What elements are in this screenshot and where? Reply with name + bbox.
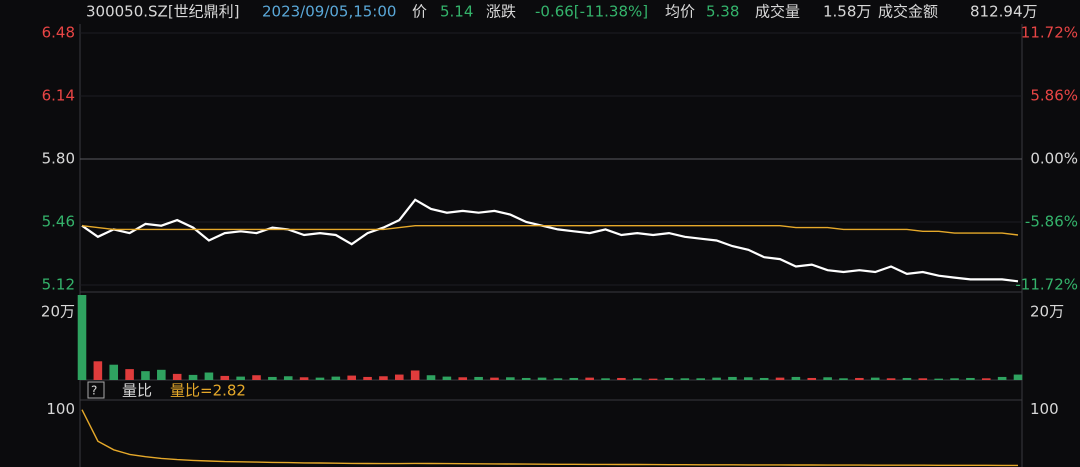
volume-bar [1013,374,1023,380]
datetime: 2023/09/05,15:00 [262,3,396,21]
amount: 812.94万 [970,3,1038,21]
volume-bar [696,378,706,380]
volume-bar [585,377,594,380]
y-tick-label: 100 [46,400,75,418]
volume-bar [394,374,404,380]
volume-bar [553,378,563,380]
legend-value: 量比=2.82 [170,382,246,400]
volume-bar [331,376,341,380]
volume-bar [77,295,87,380]
volume-bar [664,377,674,380]
series-line [81,198,1019,283]
volume-bar [458,377,468,380]
volume-bar [236,376,245,380]
volume-bar [506,377,515,380]
volume-bar [855,377,864,380]
y-tick-label-right: 20万 [1030,303,1064,321]
volume-bar [109,364,119,380]
volume-bar [775,377,785,380]
volume-bar [918,378,928,380]
volume-bar [299,377,309,380]
price-label: 价 [412,3,427,21]
y2-tick-label: 5.86% [1030,87,1078,105]
series-line [81,225,1019,236]
help-icon[interactable] [87,381,105,399]
y2-tick-label: 11.72% [1021,24,1078,42]
volume-bar [172,373,182,380]
volume-bar [410,370,420,380]
y-tick-label: 5.46 [42,213,75,231]
volume-bar [950,378,959,380]
volume-bar [157,369,166,380]
stock-code: 300050.SZ[世纪鼎利] [86,3,240,21]
y2-tick-label: -11.72% [1015,276,1078,294]
amount-label: 成交金额 [878,3,938,21]
volume-bar [981,378,991,380]
volume-bar [807,377,817,380]
y-tick-label: 20万 [41,303,75,321]
volume-bar [648,378,658,380]
y-tick-label-right: 100 [1030,400,1059,418]
volume-bar [379,376,388,380]
volume-bar [966,377,975,380]
volume-bar [426,375,436,380]
legend-label: 量比 [122,382,152,400]
y2-tick-label: -5.86% [1025,213,1078,231]
y2-tick-label: 0.00% [1030,150,1078,168]
volume-bar [870,377,880,380]
volume-bar [569,377,579,380]
avg: 5.38 [706,3,739,21]
volume-bar [490,377,499,380]
volume-bar [220,375,230,380]
volume-bar [521,377,531,380]
help-icon-mark: ? [91,384,97,398]
y-tick-label: 6.48 [42,24,75,42]
volume-bar [141,371,150,380]
volume-bar [474,376,483,380]
volume: 1.58万 [823,3,871,21]
change: -0.66[-11.38%] [535,3,648,21]
volume-bar [680,378,690,380]
y-tick-label: 5.80 [42,150,75,168]
volume-bar [728,376,737,380]
volume-bar [125,369,134,380]
volume-bar [188,374,198,380]
volume-bar [363,376,372,380]
y-tick-label: 5.12 [42,276,75,294]
volume-bar [268,376,277,380]
volume-bar [204,372,214,380]
series-line [81,409,1018,467]
volume-bar [823,377,832,380]
change-label: 涨跌 [486,3,516,21]
volume-label: 成交量 [755,3,800,21]
volume-bar [632,378,642,380]
volume-bar [886,378,896,380]
volume-bar [902,377,912,380]
volume-bar [347,375,356,380]
volume-bar [93,361,103,380]
volume-bar [315,377,325,380]
volume-bar [759,377,769,380]
volume-bar [712,377,721,380]
volume-bar [601,378,610,380]
volume-bar [442,376,452,380]
volume-bar [537,377,547,380]
avg-label: 均价 [665,3,695,21]
volume-bar [617,377,626,380]
price: 5.14 [440,3,473,21]
volume-bar [744,377,753,380]
volume-bar [934,378,943,380]
volume-bar [252,375,261,380]
y-tick-label: 6.14 [42,87,75,105]
volume-bar [283,376,293,380]
volume-bar [839,378,848,380]
volume-bar [791,376,801,380]
volume-bar [997,376,1007,380]
